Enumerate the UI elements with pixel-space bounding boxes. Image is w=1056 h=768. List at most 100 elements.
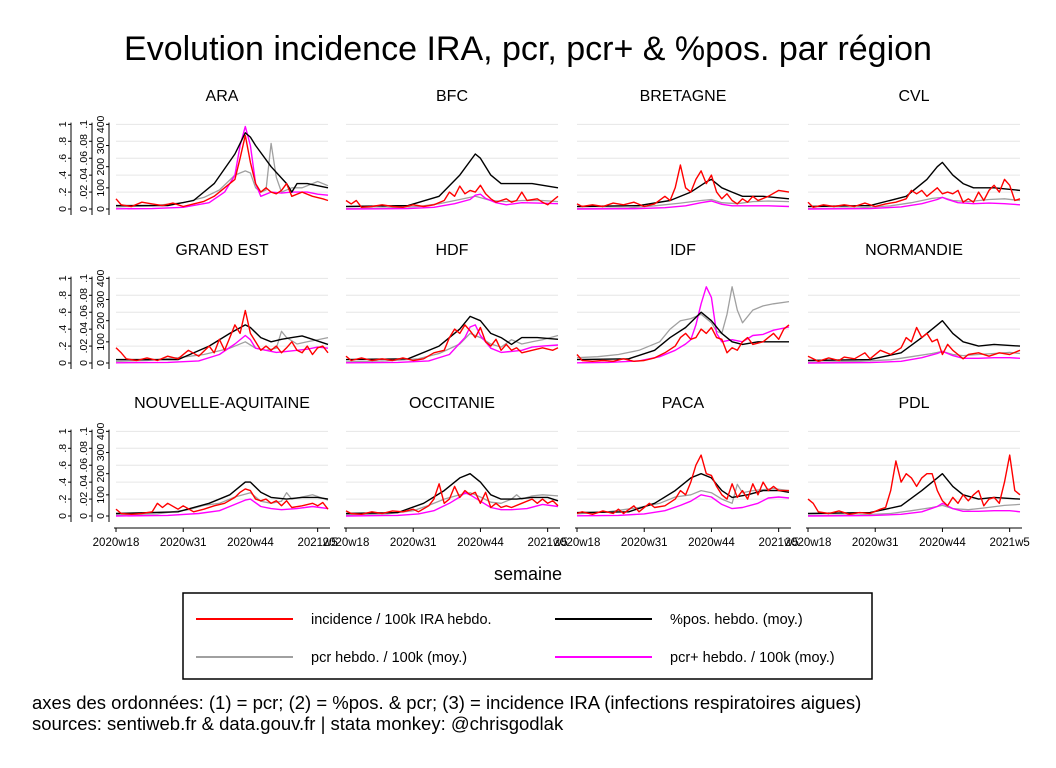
series-line-pos — [345, 153, 559, 208]
series-line-pos — [116, 324, 329, 361]
x-tick-label: 2021w5 — [528, 537, 568, 549]
y-tick-label: 200 — [95, 312, 107, 330]
panel-title: ARA — [206, 88, 239, 105]
y-tick-label: .1 — [78, 274, 90, 283]
series-line-pcrp — [115, 498, 329, 517]
series-line-pos — [345, 473, 559, 515]
legend-label-pos: %pos. hebdo. (moy.) — [670, 612, 803, 628]
series-line-pos — [576, 178, 790, 208]
y-tick-label: 0 — [57, 513, 69, 519]
y-tick-label: 100 — [95, 179, 107, 197]
y-tick-label: 300 — [95, 444, 107, 462]
panel-title: NORMANDIE — [865, 242, 963, 259]
y-tick-label: .08 — [78, 134, 90, 149]
y-tick-label: .2 — [57, 495, 69, 504]
series-line-ira — [807, 454, 1021, 515]
y-tick-label: .02 — [78, 339, 90, 354]
panel-title: CVL — [898, 88, 929, 105]
series-line-ira — [115, 488, 329, 515]
y-tick-label: .08 — [78, 288, 90, 303]
y-tick-label: 0 — [95, 360, 107, 366]
x-tick-label: 2020w44 — [688, 537, 735, 549]
y-tick-label: .8 — [57, 291, 69, 300]
legend: incidence / 100k IRA hebdo. %pos. hebdo. … — [182, 592, 873, 680]
y-tick-label: 400 — [95, 115, 107, 133]
y-tick-label: 300 — [95, 291, 107, 309]
y-tick-label: 0 — [78, 360, 90, 366]
x-tick-label: 2020w44 — [919, 537, 966, 549]
x-tick-label: 2020w31 — [852, 537, 899, 549]
panel-title: PACA — [662, 395, 705, 412]
x-tick-label: 2020w44 — [457, 537, 504, 549]
series-line-ira — [345, 483, 559, 515]
y-tick-label: .2 — [57, 342, 69, 351]
series-line-ira — [807, 326, 1021, 362]
y-tick-label: 0 — [57, 360, 69, 366]
legend-label-pcrp: pcr+ hebdo. / 100k (moy.) — [670, 650, 835, 666]
series-line-pos — [807, 473, 1021, 515]
series-line-pcrp — [576, 494, 790, 517]
y-tick-label: 1 — [57, 121, 69, 127]
y-tick-label: 100 — [95, 486, 107, 504]
legend-label-ira: incidence / 100k IRA hebdo. — [311, 612, 492, 628]
caption-line-axes: axes des ordonnées: (1) = pcr; (2) = %po… — [32, 692, 862, 713]
y-tick-label: .8 — [57, 444, 69, 453]
y-tick-label: 100 — [95, 333, 107, 351]
caption: axes des ordonnées: (1) = pcr; (2) = %po… — [32, 692, 861, 734]
y-tick-label: 0 — [78, 513, 90, 519]
y-tick-label: .06 — [78, 151, 90, 166]
series-line-ira — [807, 178, 1021, 209]
panel-title: BRETAGNE — [640, 88, 727, 105]
y-tick-label: .2 — [57, 188, 69, 197]
y-tick-label: .4 — [57, 478, 69, 487]
panel-title: HDF — [436, 242, 469, 259]
series-line-ira — [345, 324, 559, 362]
x-tick-label: 2021w5 — [298, 537, 338, 549]
y-tick-label: 200 — [95, 158, 107, 176]
series-line-pos — [576, 473, 790, 514]
series-line-ira — [115, 309, 329, 362]
y-tick-label: 0 — [95, 513, 107, 519]
y-tick-label: 400 — [95, 422, 107, 440]
y-tick-label: 0 — [95, 206, 107, 212]
y-tick-label: .4 — [57, 325, 69, 334]
series-line-pcrp — [345, 193, 559, 210]
panel-title: BFC — [436, 88, 468, 105]
x-axis-title: semaine — [494, 564, 562, 584]
panel-title: NOUVELLE-AQUITAINE — [134, 395, 310, 412]
y-tick-label: .6 — [57, 308, 69, 317]
series-line-pcr — [345, 492, 559, 516]
y-tick-label: 300 — [95, 137, 107, 155]
series-line-ira — [115, 134, 329, 208]
x-tick-label: 2020w18 — [554, 537, 601, 549]
y-tick-label: 200 — [95, 465, 107, 483]
caption-line-sources: sources: sentiweb.fr & data.gouv.fr | st… — [32, 713, 564, 734]
series-line-ira — [576, 454, 789, 515]
series-line-pcrp — [115, 125, 329, 210]
series-line-ira — [345, 184, 559, 209]
x-tick-label: 2020w31 — [621, 537, 668, 549]
panel-title: PDL — [898, 395, 929, 412]
y-tick-label: 0 — [78, 206, 90, 212]
y-tick-label: 1 — [57, 275, 69, 281]
series-line-pcrp — [807, 350, 1021, 364]
y-tick-label: .06 — [78, 458, 90, 473]
y-tick-label: .4 — [57, 171, 69, 180]
series-line-pcrp — [576, 200, 790, 210]
x-tick-label: 2020w18 — [93, 537, 140, 549]
legend-frame — [182, 592, 873, 680]
series-line-pcr — [807, 503, 1021, 517]
series-line-pcrp — [345, 324, 559, 364]
y-tick-label: .8 — [57, 137, 69, 146]
x-tick-label: 2020w18 — [785, 537, 832, 549]
y-tick-label: .6 — [57, 461, 69, 470]
y-tick-label: .04 — [78, 168, 90, 183]
y-tick-label: 400 — [95, 269, 107, 287]
x-tick-label: 2020w31 — [160, 537, 207, 549]
panel-title: IDF — [670, 242, 696, 259]
y-tick-label: .02 — [78, 492, 90, 507]
series-line-pos — [345, 315, 559, 361]
series-line-pos — [115, 481, 329, 515]
x-tick-label: 2020w44 — [227, 537, 274, 549]
